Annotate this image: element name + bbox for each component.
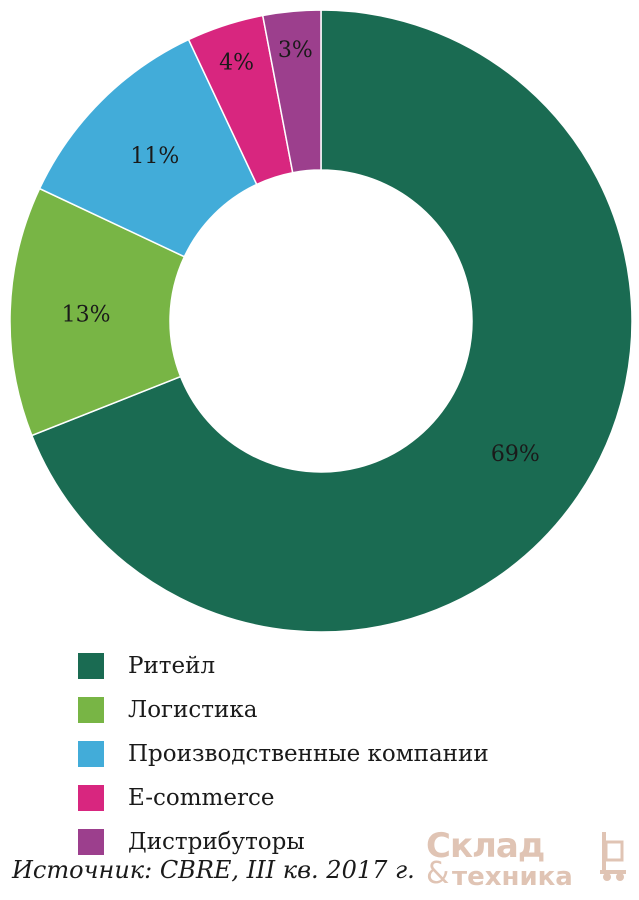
- legend-item-manufacturing: Производственные компании: [78, 732, 489, 776]
- source-note: Источник: CBRE, III кв. 2017 г.: [12, 856, 415, 884]
- legend-swatch: [78, 653, 104, 679]
- legend-item-distributors: Дистрибуторы: [78, 820, 489, 864]
- legend: Ритейл Логистика Производственные компан…: [78, 644, 489, 864]
- watermark-subtitle: техника: [452, 862, 573, 892]
- slice-distributors: [261, 9, 322, 174]
- slice-value-label: 69%: [491, 442, 540, 467]
- legend-label: E-commerce: [128, 785, 275, 811]
- legend-label: Дистрибуторы: [128, 829, 305, 855]
- slice-logistics: [9, 187, 186, 437]
- legend-label: Ритейл: [128, 653, 216, 679]
- legend-swatch: [78, 785, 104, 811]
- slice-value-label: 11%: [130, 144, 179, 169]
- legend-label: Логистика: [128, 697, 258, 723]
- watermark-ampersand: &: [426, 856, 450, 891]
- slice-value-label: 3%: [278, 38, 313, 63]
- forklift-icon: [600, 832, 626, 881]
- legend-label: Производственные компании: [128, 741, 489, 767]
- watermark-logo: Склад & техника: [412, 826, 632, 892]
- slice-value-label: 4%: [219, 50, 254, 75]
- legend-swatch: [78, 829, 104, 855]
- donut-chart: 69% 13% 11% 4% 3%: [9, 9, 633, 633]
- legend-swatch: [78, 741, 104, 767]
- legend-item-logistics: Логистика: [78, 688, 489, 732]
- watermark-title: Склад: [426, 826, 545, 866]
- slice-value-label: 13%: [62, 303, 111, 328]
- legend-item-retail: Ритейл: [78, 644, 489, 688]
- slice-retail: [30, 9, 633, 633]
- legend-item-ecommerce: E-commerce: [78, 776, 489, 820]
- legend-swatch: [78, 697, 104, 723]
